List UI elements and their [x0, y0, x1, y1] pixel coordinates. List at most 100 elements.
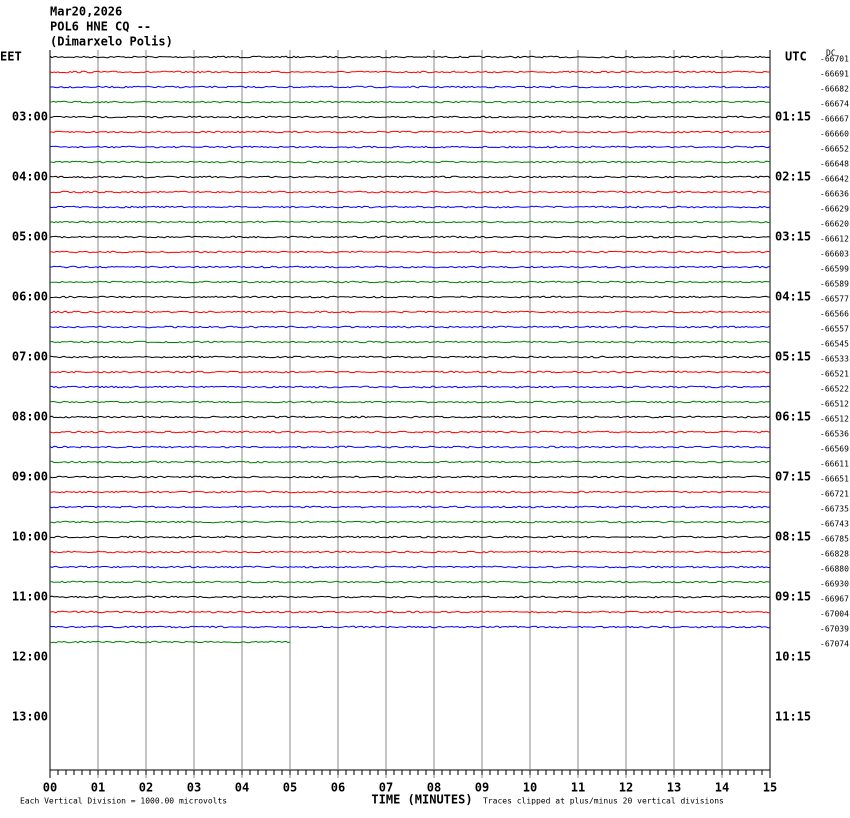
- trace: [49, 400, 771, 404]
- left-hour: 11:00: [12, 590, 48, 604]
- x-axis-title: TIME (MINUTES): [371, 793, 472, 807]
- trace-offset: -66648: [820, 160, 849, 169]
- trace: [49, 370, 771, 374]
- trace: [49, 145, 771, 149]
- right-hour: 07:15: [775, 470, 811, 484]
- trace: [49, 355, 771, 359]
- trace: [49, 190, 771, 194]
- x-tick-label: 09: [475, 781, 489, 795]
- trace-offset: -66612: [820, 235, 849, 244]
- trace: [49, 220, 771, 224]
- trace-offset: -66603: [820, 250, 849, 259]
- x-tick-label: 00: [43, 781, 57, 795]
- trace: [49, 310, 771, 314]
- trace-offset: -66652: [820, 145, 849, 154]
- trace: [49, 160, 771, 164]
- x-tick-label: 08: [427, 781, 441, 795]
- trace: [49, 490, 771, 494]
- left-hour: 12:00: [12, 650, 48, 664]
- trace: [49, 505, 771, 509]
- trace: [49, 640, 291, 644]
- right-hour: 06:15: [775, 410, 811, 424]
- trace-offset: -66691: [820, 70, 849, 79]
- x-tick-label: 05: [283, 781, 297, 795]
- left-hour: 03:00: [12, 110, 48, 124]
- x-tick-label: 11: [571, 781, 585, 795]
- x-tick-label: 01: [91, 781, 105, 795]
- trace-offset: -66512: [820, 400, 849, 409]
- trace: [49, 430, 771, 434]
- trace-offset: -66521: [820, 370, 849, 379]
- right-hour: 02:15: [775, 170, 811, 184]
- x-tick-label: 06: [331, 781, 345, 795]
- channel: POL6 HNE CQ --: [50, 20, 151, 34]
- trace-offset: -67004: [820, 610, 849, 619]
- left-hour: 07:00: [12, 350, 48, 364]
- trace-offset: -66667: [820, 115, 849, 124]
- trace: [49, 565, 770, 569]
- left-hour: 09:00: [12, 470, 48, 484]
- right-hour: 04:15: [775, 290, 811, 304]
- trace: [49, 250, 771, 254]
- trace: [49, 55, 771, 59]
- trace: [49, 325, 771, 329]
- trace-offset: -66522: [820, 385, 849, 394]
- trace-offset: -66636: [820, 190, 849, 199]
- trace: [50, 535, 771, 539]
- trace: [49, 85, 771, 89]
- right-hour: 01:15: [775, 110, 811, 124]
- trace: [49, 520, 771, 524]
- x-tick-label: 03: [187, 781, 201, 795]
- trace-offset: -67074: [820, 640, 849, 649]
- x-tick-label: 07: [379, 781, 393, 795]
- trace: [49, 550, 771, 554]
- trace: [49, 175, 771, 179]
- trace: [49, 580, 771, 584]
- x-tick-label: 13: [667, 781, 681, 795]
- trace: [49, 265, 771, 269]
- right-hour: 05:15: [775, 350, 811, 364]
- trace-offset: -66930: [820, 580, 849, 589]
- x-tick-label: 04: [235, 781, 249, 795]
- trace: [49, 415, 771, 419]
- station: (Dimarxelo Polis): [50, 35, 173, 49]
- trace-offset: -66557: [820, 325, 849, 334]
- x-tick-label: 14: [715, 781, 729, 795]
- right-hour: 11:15: [775, 710, 811, 724]
- scale-note: Each Vertical Division = 1000.00 microvo…: [20, 797, 227, 806]
- trace-offset: -66620: [820, 220, 849, 229]
- left-hour: 06:00: [12, 290, 48, 304]
- trace-offset: -66629: [820, 205, 849, 214]
- trace: [49, 595, 771, 599]
- trace: [49, 460, 771, 464]
- trace-offset: -66880: [820, 565, 849, 574]
- trace-offset: -66566: [820, 310, 849, 319]
- trace-offset: -66533: [820, 355, 849, 364]
- trace: [49, 280, 771, 284]
- right-hour: 10:15: [775, 650, 811, 664]
- trace-offset: -66536: [820, 430, 849, 439]
- x-tick-label: 15: [763, 781, 777, 795]
- trace: [49, 340, 771, 344]
- clip-note: Traces clipped at plus/minus 20 vertical…: [483, 797, 724, 806]
- dc-label: DC: [826, 49, 836, 58]
- trace-offset: -66651: [820, 475, 849, 484]
- trace-offset: -66701: [820, 55, 849, 64]
- trace: [49, 445, 771, 449]
- trace-offset: -66682: [820, 85, 849, 94]
- trace-offset: -66674: [820, 100, 849, 109]
- trace: [49, 100, 771, 104]
- left-hour: 05:00: [12, 230, 48, 244]
- left-hour: 08:00: [12, 410, 48, 424]
- right-hour: 08:15: [775, 530, 811, 544]
- trace-offset: -66599: [820, 265, 849, 274]
- right-zone: UTC: [785, 50, 807, 64]
- trace: [49, 295, 770, 299]
- trace-offset: -66589: [820, 280, 849, 289]
- left-hour: 10:00: [12, 530, 48, 544]
- left-hour: 04:00: [12, 170, 48, 184]
- trace-offset: -66743: [820, 520, 849, 529]
- trace-offset: -66721: [820, 490, 849, 499]
- x-tick-label: 12: [619, 781, 633, 795]
